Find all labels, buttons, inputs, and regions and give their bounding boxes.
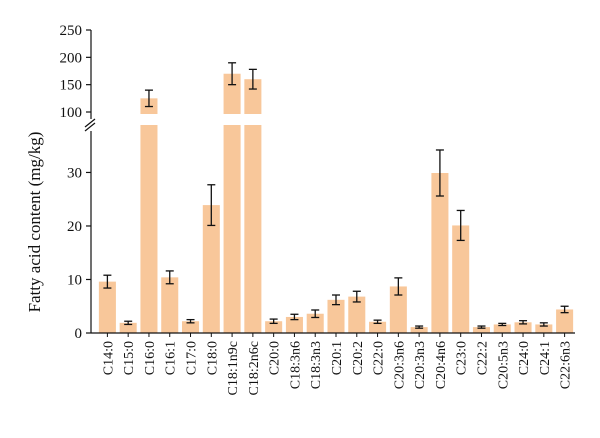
x-tick-label: C18:2n6c: [247, 341, 262, 395]
x-tick-label: C22:0: [372, 341, 387, 375]
x-tick-label: C22:2: [475, 341, 490, 375]
bar: [285, 316, 303, 333]
bar: [410, 327, 428, 333]
bar: [161, 277, 179, 333]
y-tick-label: 200: [60, 50, 83, 66]
error-bar: [477, 325, 486, 329]
error-bar: [373, 319, 382, 325]
x-tick-label: C20:3n6: [392, 341, 407, 389]
error-bar: [560, 305, 569, 314]
error-bar: [415, 325, 424, 329]
bar: [472, 327, 490, 333]
bar: [348, 296, 366, 333]
x-tick-label: C24:0: [517, 341, 532, 375]
x-tick-label: C16:0: [143, 341, 158, 375]
y-tick-label: 30: [67, 165, 82, 181]
y-tick-label: 10: [67, 272, 82, 288]
bar: [369, 321, 387, 333]
bar-upper-segment: [223, 73, 241, 114]
y-tick-label: 250: [60, 23, 83, 39]
error-bar: [498, 322, 507, 327]
x-tick-label: C22:6n3: [559, 341, 574, 389]
x-tick-label: C18:0: [205, 341, 220, 375]
bar: [452, 225, 470, 333]
bar: [202, 205, 220, 333]
error-bar: [207, 184, 216, 227]
bar: [119, 322, 137, 333]
x-tick-label: C17:0: [185, 341, 200, 375]
bar: [535, 324, 553, 333]
x-tick-label: C20:1: [330, 341, 345, 375]
error-bar: [332, 294, 340, 306]
x-tick-label: C20:5n3: [496, 341, 511, 389]
bar: [98, 281, 116, 333]
x-tick-label: C23:0: [455, 341, 470, 375]
y-tick-label: 150: [60, 78, 83, 94]
x-tick-label: C24:1: [538, 341, 553, 375]
x-tick-label: C20:4n6: [434, 341, 449, 389]
bar: [223, 125, 241, 333]
error-bar: [228, 62, 237, 86]
x-tick-label: C18:3n6: [288, 341, 303, 389]
error-bar: [456, 209, 465, 242]
error-bar: [165, 270, 174, 285]
bar-upper-segment: [244, 79, 262, 114]
error-bar: [124, 320, 133, 326]
bar: [493, 324, 511, 333]
error-bar: [290, 313, 299, 321]
y-axis-label: Fatty acid content (mg/kg): [25, 132, 44, 313]
bar: [306, 313, 324, 333]
error-bar: [103, 274, 112, 289]
error-bar: [311, 309, 320, 319]
bar: [182, 321, 200, 333]
error-bar: [435, 149, 444, 197]
x-tick-label: C20:3n3: [413, 341, 428, 389]
x-tick-label: C16:1: [164, 341, 179, 375]
axis-break-mark: [84, 122, 96, 132]
error-bar: [144, 89, 153, 108]
x-tick-label: C14:0: [101, 341, 116, 375]
error-bar: [519, 320, 528, 325]
y-tick-label: 0: [75, 326, 83, 342]
y-tick-label: 20: [67, 219, 82, 235]
x-tick-label: C18:3n3: [309, 341, 324, 389]
bar: [265, 321, 283, 333]
bar: [431, 172, 449, 333]
error-bar: [186, 318, 195, 324]
bar: [556, 309, 574, 333]
error-bar: [394, 277, 403, 296]
x-tick-label: C18:1n9c: [226, 341, 241, 395]
axis-break-mark: [84, 118, 96, 128]
bar: [140, 125, 158, 333]
y-tick-label: 100: [60, 105, 83, 121]
x-tick-label: C15:0: [122, 341, 137, 375]
x-tick-label: C20:2: [351, 341, 366, 375]
bar: [389, 286, 407, 333]
error-bar: [269, 318, 278, 325]
error-bar: [539, 322, 548, 327]
error-bar: [352, 290, 361, 303]
bar: [244, 125, 262, 333]
x-tick-label: C20:0: [268, 341, 283, 375]
bar: [327, 299, 345, 333]
bar: [514, 322, 532, 333]
error-bar: [248, 68, 257, 90]
